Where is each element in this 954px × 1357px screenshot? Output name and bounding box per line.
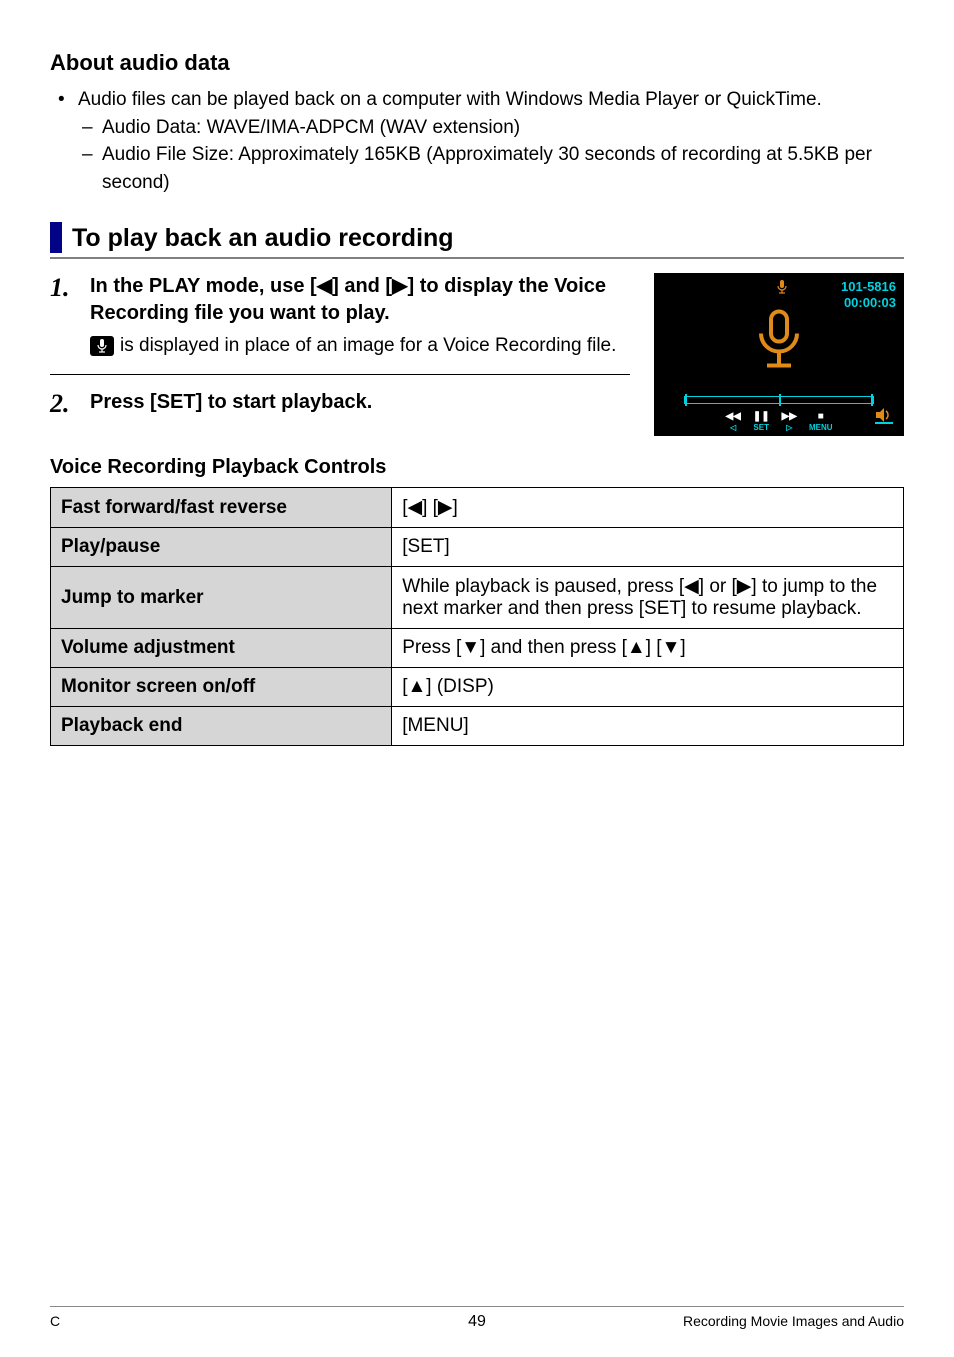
screenshot-big-mic-icon [753, 307, 805, 376]
table-row: Playback end [MENU] [51, 707, 904, 746]
playback-controls-table: Fast forward/fast reverse [◀] [▶] Play/p… [50, 487, 904, 746]
control-label: Jump to marker [51, 567, 392, 629]
heading-accent-bar [50, 222, 62, 253]
control-label: Fast forward/fast reverse [51, 488, 392, 528]
audio-bullet-main: • Audio files can be played back on a co… [58, 86, 904, 114]
control-value: [MENU] [392, 707, 904, 746]
screenshot-small-mic-icon [776, 279, 788, 300]
screenshot-rewind-icon: ◀◀ ◁ [725, 411, 740, 432]
table-row: Monitor screen on/off [▲] (DISP) [51, 668, 904, 707]
dash-icon: – [82, 114, 102, 142]
control-label: Playback end [51, 707, 392, 746]
table-row: Volume adjustment Press [▼] and then pre… [51, 629, 904, 668]
screenshot-top-info: 101-5816 00:00:03 [841, 279, 896, 310]
control-value: [▲] (DISP) [392, 668, 904, 707]
audio-sub-1: – Audio Data: WAVE/IMA-ADPCM (WAV extens… [82, 114, 904, 142]
play-heading: To play back an audio recording [50, 222, 904, 259]
screenshot-pause-icon: ❚❚ SET [753, 411, 770, 432]
step-1-note: is displayed in place of an image for a … [90, 333, 630, 360]
control-label: Volume adjustment [51, 629, 392, 668]
audio-sub2-text: Audio File Size: Approximately 165KB (Ap… [102, 141, 904, 196]
step-2: 2. Press [SET] to start playback. [50, 389, 630, 419]
control-value: While playback is paused, press [◀] or [… [392, 567, 904, 629]
screenshot-speaker-icon [874, 405, 894, 430]
play-heading-text: To play back an audio recording [72, 222, 454, 253]
screenshot-forward-icon: ▶▶ ▷ [782, 411, 797, 432]
audio-bullet-block: • Audio files can be played back on a co… [58, 86, 904, 196]
table-row: Jump to marker While playback is paused,… [51, 567, 904, 629]
mic-badge-icon [90, 336, 114, 356]
screenshot-progress-bar [684, 396, 874, 404]
control-value: Press [▼] and then press [▲] [▼] [392, 629, 904, 668]
screenshot-file-id: 101-5816 [841, 279, 896, 295]
bullet-dot: • [58, 86, 78, 114]
control-label: Monitor screen on/off [51, 668, 392, 707]
step-1-number: 1. [50, 273, 90, 303]
screenshot-time: 00:00:03 [841, 295, 896, 311]
control-label: Play/pause [51, 528, 392, 567]
control-value: [◀] [▶] [392, 488, 904, 528]
footer-page-number: 49 [468, 1313, 486, 1331]
control-value: [SET] [392, 528, 904, 567]
step-1: 1. In the PLAY mode, use [◀] and [▶] to … [50, 273, 630, 327]
screenshot-control-icons: ◀◀ ◁ ❚❚ SET ▶▶ ▷ ■ MENU [654, 411, 904, 432]
step-2-text: Press [SET] to start playback. [90, 389, 630, 416]
screenshot-stop-icon: ■ MENU [809, 411, 833, 432]
controls-heading: Voice Recording Playback Controls [50, 456, 904, 479]
table-row: Fast forward/fast reverse [◀] [▶] [51, 488, 904, 528]
page-footer: C 49 Recording Movie Images and Audio [50, 1306, 904, 1329]
audio-bullet-text: Audio files can be played back on a comp… [78, 86, 904, 114]
audio-sub-2: – Audio File Size: Approximately 165KB (… [82, 141, 904, 196]
step-1-note-text: is displayed in place of an image for a … [120, 333, 616, 360]
step-divider [50, 374, 630, 375]
footer-left: C [50, 1313, 60, 1329]
step-2-number: 2. [50, 389, 90, 419]
dash-icon: – [82, 141, 102, 196]
about-audio-heading: About audio data [50, 50, 904, 76]
audio-sub1-text: Audio Data: WAVE/IMA-ADPCM (WAV extensio… [102, 114, 904, 142]
table-row: Play/pause [SET] [51, 528, 904, 567]
voice-recording-screenshot: 101-5816 00:00:03 ◀◀ ◁ [654, 273, 904, 436]
step-1-text: In the PLAY mode, use [◀] and [▶] to dis… [90, 273, 630, 327]
footer-right: Recording Movie Images and Audio [683, 1313, 904, 1329]
